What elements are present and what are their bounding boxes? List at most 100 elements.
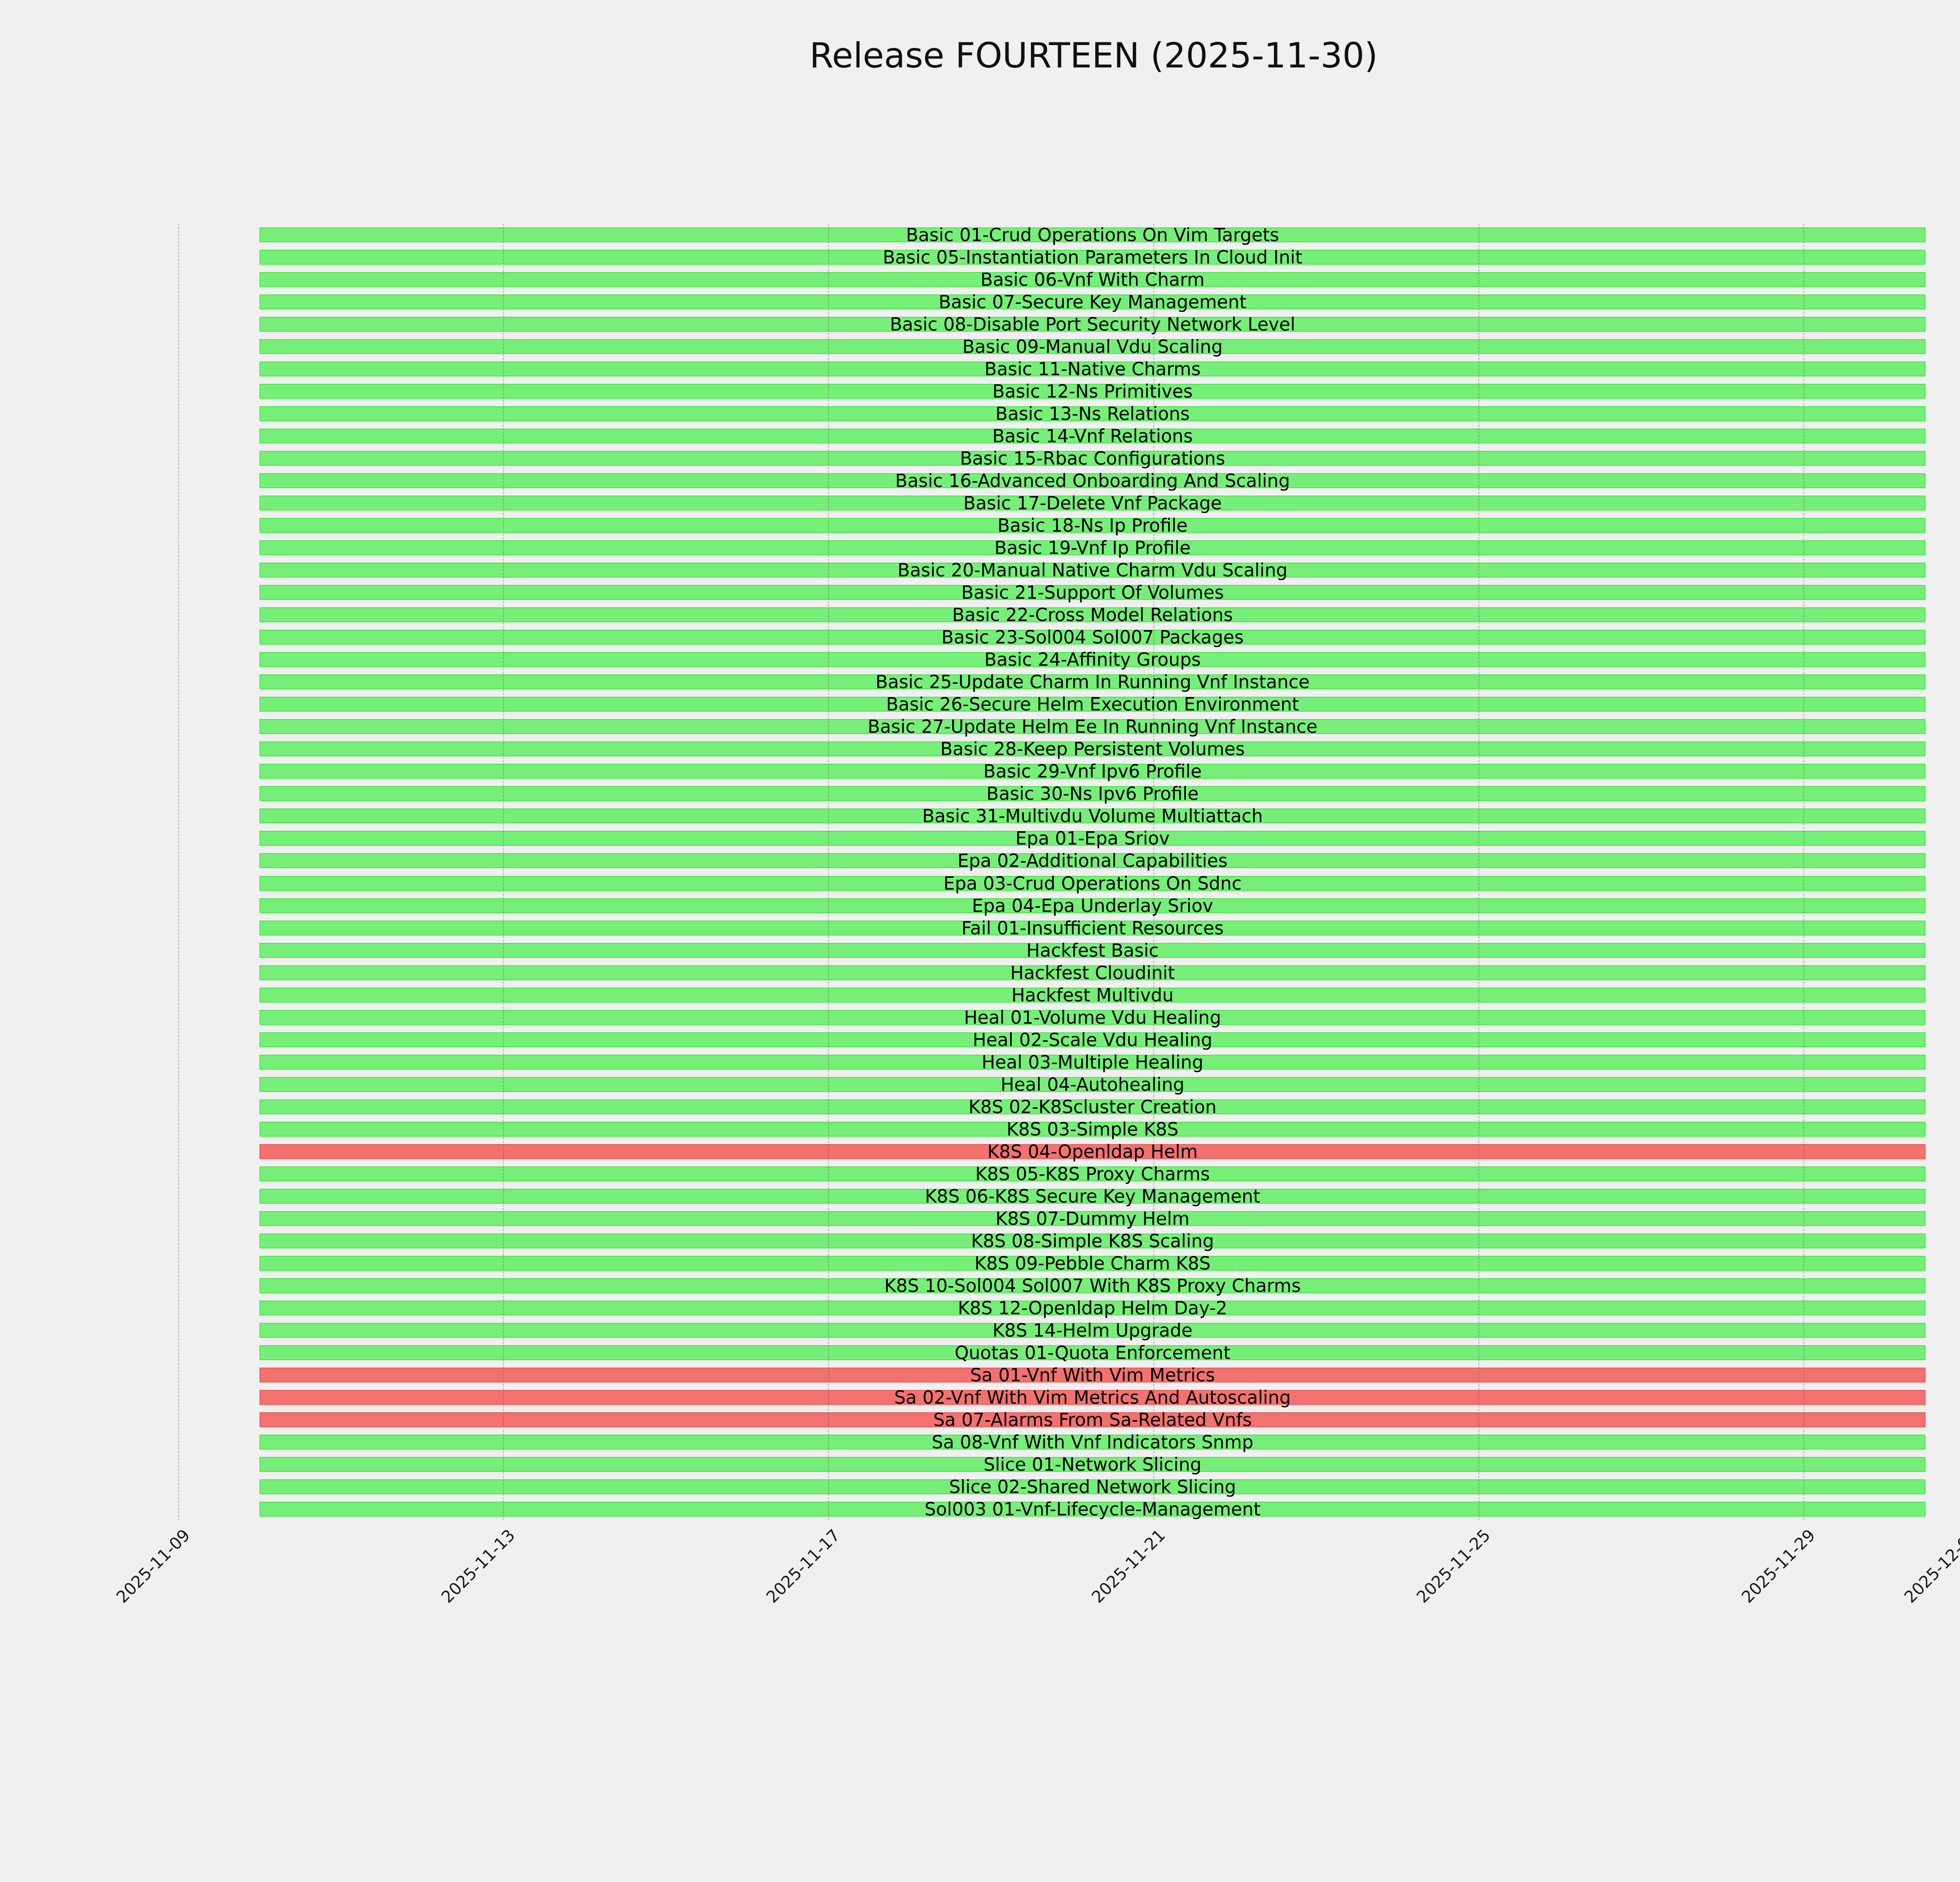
test-label: Basic 25-Update Charm In Running Vnf Ins… xyxy=(875,671,1310,693)
test-bar-pass xyxy=(260,495,1926,510)
test-bar-pass xyxy=(260,428,1926,443)
test-bar-pass xyxy=(260,697,1926,712)
test-label: Basic 01-Crud Operations On Vim Targets xyxy=(906,224,1279,245)
test-label: Basic 08-Disable Port Security Network L… xyxy=(889,313,1296,335)
test-bar-pass xyxy=(260,1032,1926,1047)
test-label: K8S 09-Pebble Charm K8S xyxy=(974,1253,1211,1274)
test-label: Basic 27-Update Helm Ee In Running Vnf I… xyxy=(867,716,1318,738)
test-bar-pass xyxy=(260,361,1926,376)
test-label: Sa 02-Vnf With Vim Metrics And Autoscali… xyxy=(894,1387,1291,1408)
test-label: Basic 24-Affinity Groups xyxy=(984,649,1201,670)
test-bar-pass xyxy=(260,1211,1926,1226)
test-bar-pass xyxy=(260,808,1926,824)
test-bar-pass xyxy=(260,920,1926,936)
test-bar-pass xyxy=(260,943,1926,958)
test-label: K8S 06-K8S Secure Key Management xyxy=(925,1186,1260,1207)
test-label: Basic 16-Advanced Onboarding And Scaling xyxy=(895,470,1290,491)
test-bar-pass xyxy=(260,339,1926,354)
test-bar-fail xyxy=(260,1144,1926,1159)
test-label: K8S 10-Sol004 Sol007 With K8S Proxy Char… xyxy=(884,1275,1301,1297)
test-bar-pass xyxy=(260,652,1926,667)
test-bar-pass xyxy=(260,272,1926,287)
test-label: Hackfest Multivdu xyxy=(1011,984,1174,1006)
x-tick-label: 2025-11-13 xyxy=(437,1525,519,1607)
test-bar-pass xyxy=(260,1301,1926,1316)
test-bar-pass xyxy=(260,1435,1926,1450)
test-bar-pass xyxy=(260,853,1926,868)
test-bar-pass xyxy=(260,898,1926,913)
x-tick-label: 2025-11-09 xyxy=(112,1525,194,1607)
test-bar-pass xyxy=(260,1233,1926,1249)
test-bar-pass xyxy=(260,316,1926,332)
test-bar-pass xyxy=(260,607,1926,623)
test-label: Basic 26-Secure Helm Execution Environme… xyxy=(886,694,1299,715)
test-label: K8S 02-K8Scluster Creation xyxy=(968,1096,1217,1117)
chart-title: Release FOURTEEN (2025-11-30) xyxy=(809,35,1378,76)
test-bar-pass xyxy=(260,1323,1926,1338)
test-bar-pass xyxy=(260,719,1926,734)
test-label: Basic 14-Vnf Relations xyxy=(992,425,1193,447)
test-label: K8S 07-Dummy Helm xyxy=(995,1208,1190,1230)
gridline xyxy=(503,223,505,1520)
test-bar-fail xyxy=(260,1412,1926,1428)
test-label: K8S 04-Openldap Helm xyxy=(987,1141,1198,1162)
gridline xyxy=(1478,223,1479,1520)
test-label: Basic 21-Support Of Volumes xyxy=(961,582,1224,603)
test-bar-pass xyxy=(260,227,1926,242)
test-bar-fail xyxy=(260,1368,1926,1383)
test-label: Basic 30-Ns Ipv6 Profile xyxy=(986,783,1199,805)
test-label: K8S 12-Openldap Helm Day-2 xyxy=(958,1297,1227,1319)
test-label: K8S 05-K8S Proxy Charms xyxy=(975,1163,1210,1184)
test-bar-pass xyxy=(260,473,1926,488)
test-bar-pass xyxy=(260,540,1926,555)
test-bar-pass xyxy=(260,764,1926,779)
test-label: Basic 31-Multivdu Volume Multiattach xyxy=(922,805,1263,827)
test-bar-pass xyxy=(260,406,1926,421)
test-bar-pass xyxy=(260,876,1926,891)
plot-area: Basic 01-Crud Operations On Vim Targets B… xyxy=(113,223,1960,1607)
test-label: Basic 15-Rbac Configurations xyxy=(960,447,1225,469)
gridline xyxy=(1153,223,1154,1520)
x-tick-label: 2025-11-21 xyxy=(1087,1525,1169,1607)
test-label: Sol003 01-Vnf-Lifecycle-Management xyxy=(924,1499,1261,1520)
test-bar-pass xyxy=(260,1099,1926,1114)
test-bar-pass xyxy=(260,741,1926,757)
test-label: Epa 01-Epa Sriov xyxy=(1015,828,1170,849)
test-bar-pass xyxy=(260,674,1926,690)
test-bar-pass xyxy=(260,630,1926,645)
test-bar-pass xyxy=(260,1345,1926,1361)
test-bar-pass xyxy=(260,831,1926,846)
test-bar-pass xyxy=(260,1457,1926,1472)
test-label: Basic 13-Ns Relations xyxy=(995,403,1190,424)
test-label: Basic 18-Ns Ip Profile xyxy=(997,514,1188,536)
test-bar-pass xyxy=(260,1189,1926,1204)
test-label: Heal 03-Multiple Healing xyxy=(982,1051,1204,1073)
test-bar-pass xyxy=(260,987,1926,1003)
test-bar-fail xyxy=(260,1390,1926,1405)
test-bar-pass xyxy=(260,965,1926,980)
test-label: Sa 07-Alarms From Sa-Related Vnfs xyxy=(933,1409,1252,1431)
test-label: Hackfest Basic xyxy=(1026,939,1159,961)
test-label: Slice 01-Network Slicing xyxy=(984,1454,1202,1475)
test-bar-pass xyxy=(260,1502,1926,1517)
test-bar-pass xyxy=(260,518,1926,533)
test-bar-pass xyxy=(260,249,1926,265)
test-label: Basic 17-Delete Vnf Package xyxy=(963,492,1222,514)
test-bar-pass xyxy=(260,1479,1926,1495)
test-label: Basic 19-Vnf Ip Profile xyxy=(994,537,1191,558)
test-label: Basic 09-Manual Vdu Scaling xyxy=(962,336,1223,357)
test-label: Basic 12-Ns Primitives xyxy=(992,380,1193,402)
test-label: Basic 20-Manual Native Charm Vdu Scaling xyxy=(897,560,1288,581)
x-tick-label: 2025-11-17 xyxy=(762,1525,844,1607)
test-label: Basic 06-Vnf With Charm xyxy=(980,269,1205,290)
test-label: Basic 11-Native Charms xyxy=(984,358,1201,380)
test-bar-pass xyxy=(260,294,1926,309)
test-label: Slice 02-Shared Network Slicing xyxy=(949,1476,1236,1498)
test-label: Sa 01-Vnf With Vim Metrics xyxy=(970,1364,1215,1386)
test-bar-pass xyxy=(260,383,1926,399)
x-tick-label: 2025-11-25 xyxy=(1412,1525,1494,1607)
test-label: Hackfest Cloudinit xyxy=(1010,962,1175,983)
test-label: Epa 02-Additional Capabilities xyxy=(957,850,1228,872)
test-bar-pass xyxy=(260,1256,1926,1271)
